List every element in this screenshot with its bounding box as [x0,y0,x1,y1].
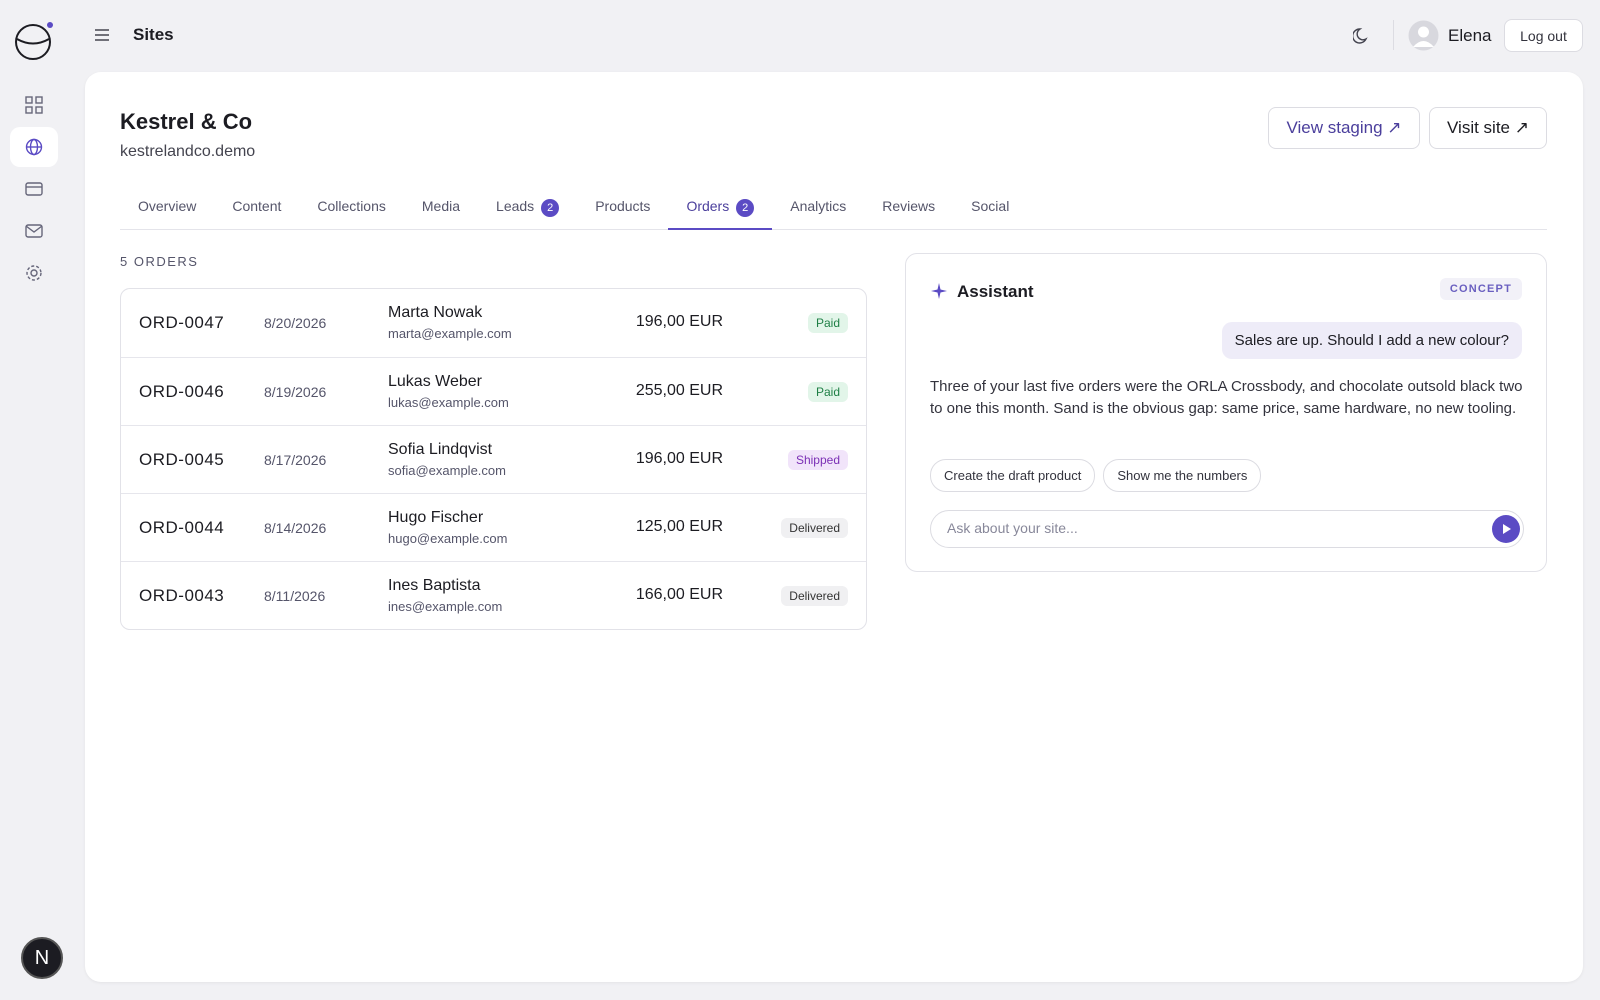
order-row[interactable]: ORD-0043 8/11/2026 Ines Baptista ines@examp… [121,561,866,629]
tab[interactable]: Reviews [864,190,953,230]
nav-sites[interactable] [10,127,58,167]
tab[interactable]: Analytics [772,190,864,230]
tab[interactable]: Products [577,190,668,230]
order-amount: 196,00 EUR [635,313,723,330]
page-title: Sites [133,25,174,44]
customer-email: ines@example.com [388,599,503,614]
tab-label: Content [232,198,282,214]
tab[interactable]: Leads 2 [478,190,577,230]
order-id: ORD-0043 [139,586,225,605]
order-row[interactable]: ORD-0045 8/17/2026 Sofia Lindqvist sofia@ex… [121,425,866,493]
order-amount: 196,00 EUR [635,450,723,467]
suggestions: Create the draft product Show me the numb… [930,459,1269,492]
divider [1393,20,1394,50]
logout-button[interactable]: Log out [1504,19,1583,52]
suggestion-chip[interactable]: Create the draft product [930,459,1096,492]
order-id: ORD-0044 [139,518,225,537]
avatar[interactable] [1408,20,1439,51]
tab[interactable]: Content [214,190,299,230]
status-badge: Paid [807,382,848,402]
order-amount: 125,00 EUR [635,518,723,535]
order-row[interactable]: ORD-0046 8/19/2026 Lukas Weber lukas@exampl… [121,357,866,425]
menu-icon[interactable] [94,28,110,42]
customer-name: Ines Baptista [388,577,481,594]
orders-count: 5 ORDERS [120,254,199,269]
order-date: 8/17/2026 [264,452,327,468]
assistant-reply: Three of your last five orders were the … [930,378,1523,417]
tab[interactable]: Social [953,190,1027,230]
chat-placeholder: Ask about your site... [947,520,1078,536]
customer-email: sofia@example.com [388,463,506,478]
tab-label: Media [421,198,461,214]
tab[interactable]: Collections [299,190,403,230]
tab[interactable]: Orders 2 [668,190,773,230]
site-name: Kestrel & Co [120,109,253,134]
status-badge: Paid [807,313,848,333]
nav-settings[interactable] [10,253,58,293]
tab-label: Collections [317,198,386,214]
tab-label: Products [595,198,651,214]
tab-badge: 2 [541,199,560,217]
order-date: 8/11/2026 [264,588,326,604]
tab[interactable]: Media [404,190,478,230]
order-row[interactable]: ORD-0044 8/14/2026 Hugo Fischer hugo@exampl… [121,493,866,561]
tab[interactable]: Overview [120,190,214,230]
customer-name: Hugo Fischer [388,509,484,526]
workspace-badge[interactable]: N [21,937,63,979]
order-id: ORD-0047 [139,313,225,332]
view-staging-button[interactable]: View staging ↗ [1268,107,1420,149]
nav-mail[interactable] [10,211,58,251]
customer-email: lukas@example.com [388,395,509,410]
logo [15,22,53,60]
tab-badge: 2 [736,199,755,217]
status-badge: Shipped [787,450,848,470]
customer-email: hugo@example.com [388,531,508,546]
customer-name: Sofia Lindqvist [388,441,493,458]
order-date: 8/14/2026 [264,520,327,536]
assistant-title: Assistant [957,282,1034,301]
assistant-panel: Assistant CONCEPT Sales are up. Should I… [905,253,1547,572]
tab-label: Leads [496,198,535,214]
order-date: 8/19/2026 [264,384,327,400]
site-domain: kestrelandco.demo [120,143,256,160]
chat-input[interactable]: Ask about your site... [930,510,1524,548]
user-name: Elena [1448,26,1492,45]
customer-name: Lukas Weber [388,373,482,390]
tab-label: Overview [138,198,197,214]
tab-label: Orders [686,198,730,214]
status-badge: Delivered [781,518,848,538]
order-id: ORD-0045 [139,450,225,469]
visit-site-button[interactable]: Visit site ↗ [1429,107,1547,149]
send-button[interactable] [1491,514,1521,544]
order-amount: 255,00 EUR [635,382,723,399]
theme-toggle[interactable] [1353,27,1371,45]
suggestion-chip[interactable]: Show me the numbers [1103,459,1262,492]
order-date: 8/20/2026 [264,315,327,331]
tab-label: Reviews [882,198,936,214]
nav-dashboard[interactable] [10,85,58,125]
nav-billing[interactable] [10,169,58,209]
concept-tag: CONCEPT [1439,278,1522,300]
tab-bar: Overview Content Collections Media Leads 2 Pro… [120,190,1547,230]
user-message: Sales are up. Should I add a new colour? [1221,322,1522,359]
order-id: ORD-0046 [139,382,225,401]
sparkle-icon [931,283,947,299]
orders-table: ORD-0047 8/20/2026 Marta Nowak marta@exampl… [120,288,867,630]
tab-label: Social [971,198,1010,214]
tab-label: Analytics [790,198,847,214]
status-badge: Delivered [781,586,848,606]
customer-name: Marta Nowak [388,304,483,321]
order-amount: 166,00 EUR [635,586,723,603]
order-row[interactable]: ORD-0047 8/20/2026 Marta Nowak marta@exampl… [121,289,866,357]
customer-email: marta@example.com [388,326,512,341]
